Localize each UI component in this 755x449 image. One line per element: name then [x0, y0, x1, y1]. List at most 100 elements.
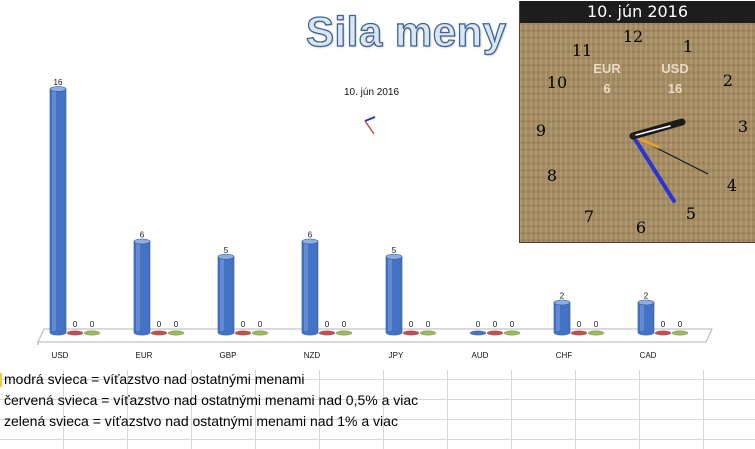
- bar-flat: [671, 330, 689, 336]
- clock-number-1: 1: [682, 37, 694, 56]
- data-label: 0: [678, 320, 683, 329]
- data-label: 0: [258, 320, 263, 329]
- x-tick-label: JPY: [389, 351, 404, 360]
- clock-number-5: 5: [685, 204, 697, 223]
- x-tick-label: EUR: [136, 351, 153, 360]
- bar-bottom: [386, 330, 402, 336]
- data-label: 0: [157, 320, 162, 329]
- blue-hand: [631, 134, 676, 203]
- data-label: 16: [54, 78, 63, 87]
- clock-hands: [629, 118, 709, 203]
- x-tick-label: NZD: [304, 351, 321, 360]
- data-label: 0: [409, 320, 414, 329]
- data-label: 5: [392, 246, 397, 255]
- mini-hand-blue: [364, 116, 376, 122]
- data-label: 0: [493, 320, 498, 329]
- bar-top: [133, 238, 151, 245]
- bar-flat: [469, 330, 487, 336]
- clock-number-11: 11: [571, 41, 593, 60]
- clock-label-eur-name: EUR: [593, 61, 621, 76]
- data-label: 0: [577, 320, 582, 329]
- bar-bottom: [50, 330, 66, 336]
- note-blue: modrá svieca = víťazstvo nad ostatnými m…: [0, 369, 755, 390]
- note-red-text: červená svieca = víťazstvo nad ostatnými…: [4, 392, 419, 408]
- data-label: 0: [476, 320, 481, 329]
- data-label: 0: [174, 320, 179, 329]
- note-green-text: zelená svieca = víťazstvo nad ostatnými …: [4, 413, 398, 429]
- hour-hand-highlight: [635, 125, 671, 136]
- data-label: 6: [140, 231, 145, 240]
- bar-top: [553, 299, 571, 306]
- bar-highlight: [136, 241, 140, 333]
- bar-top: [301, 238, 319, 245]
- bar-flat: [150, 330, 168, 336]
- clock-number-9: 9: [535, 121, 547, 140]
- data-label: 0: [241, 320, 246, 329]
- chart-title: Sila meny: [305, 7, 507, 55]
- clock-number-4: 4: [726, 176, 738, 195]
- x-tick-label: CAD: [640, 351, 657, 360]
- bar-flat: [503, 330, 521, 336]
- bar-bottom: [302, 330, 318, 336]
- bar-top: [385, 253, 403, 260]
- data-label: 5: [224, 246, 229, 255]
- clock-number-10: 10: [546, 73, 568, 92]
- bar-flat: [234, 330, 252, 336]
- clock-number-12: 12: [622, 27, 644, 46]
- chart-subtitle: 10. jún 2016: [344, 87, 400, 98]
- data-label: 0: [342, 320, 347, 329]
- data-label: 2: [560, 292, 565, 301]
- bar-flat: [402, 330, 420, 336]
- bar-highlight: [556, 302, 560, 333]
- bar-flat: [335, 330, 353, 336]
- bar-highlight: [640, 302, 644, 333]
- bar-top: [49, 86, 67, 92]
- x-tick-label: CHF: [556, 351, 573, 360]
- data-label: 0: [661, 320, 666, 329]
- bar-top: [637, 299, 655, 306]
- clock-label-usd-value: 16: [667, 81, 683, 96]
- bar-bottom: [638, 330, 654, 336]
- clock-number-6: 6: [635, 218, 647, 237]
- bar-flat: [587, 330, 605, 336]
- clock-label-eur-value: 6: [603, 81, 611, 96]
- data-label: 0: [73, 320, 78, 329]
- bar-flat: [167, 330, 185, 336]
- bar-bottom: [218, 330, 234, 336]
- legend-notes: modrá svieca = víťazstvo nad ostatnými m…: [0, 369, 755, 432]
- bar-highlight: [220, 256, 224, 333]
- data-label: 2: [644, 292, 649, 301]
- clock-number-8: 8: [546, 166, 558, 185]
- bar-bottom: [554, 330, 570, 336]
- x-tick-label: GBP: [220, 351, 237, 360]
- bar-flat: [486, 330, 504, 336]
- data-label: 6: [308, 231, 313, 240]
- bar-highlight: [304, 241, 308, 333]
- bar-flat: [66, 330, 84, 336]
- bar-bottom: [134, 330, 150, 336]
- bar-flat: [654, 330, 672, 336]
- clock-label-usd-name: USD: [661, 61, 689, 76]
- note-green: zelená svieca = víťazstvo nad ostatnými …: [0, 411, 755, 432]
- data-label: 0: [510, 320, 515, 329]
- clock-number-2: 2: [722, 71, 734, 90]
- clock-number-7: 7: [583, 207, 595, 226]
- bar-highlight: [52, 89, 56, 333]
- data-label: 0: [325, 320, 330, 329]
- bar-highlight: [388, 256, 392, 333]
- bar-top: [217, 253, 235, 260]
- cell-marker: [0, 373, 2, 387]
- data-label: 0: [426, 320, 431, 329]
- bar-flat: [318, 330, 336, 336]
- x-tick-label: AUD: [472, 351, 489, 360]
- clock-date: 10. jún 2016: [520, 1, 755, 23]
- clock-widget: 10. jún 2016 12 1 2 3 4 5 6 7 8 9 10 11 …: [519, 1, 755, 243]
- bar-flat: [419, 330, 437, 336]
- data-label: 0: [90, 320, 95, 329]
- clock-number-3: 3: [737, 117, 749, 136]
- note-blue-text: modrá svieca = víťazstvo nad ostatnými m…: [4, 371, 305, 387]
- chart-floor: [37, 328, 713, 343]
- data-label: 0: [594, 320, 599, 329]
- bar-chart: USD 16 0 0 EUR 6 0 0 GBP 5 0 0 NZD 6 0 0 JPY 5 0 0 AUD 0 0 0 CHF…: [37, 78, 713, 360]
- clock-center: [630, 133, 636, 139]
